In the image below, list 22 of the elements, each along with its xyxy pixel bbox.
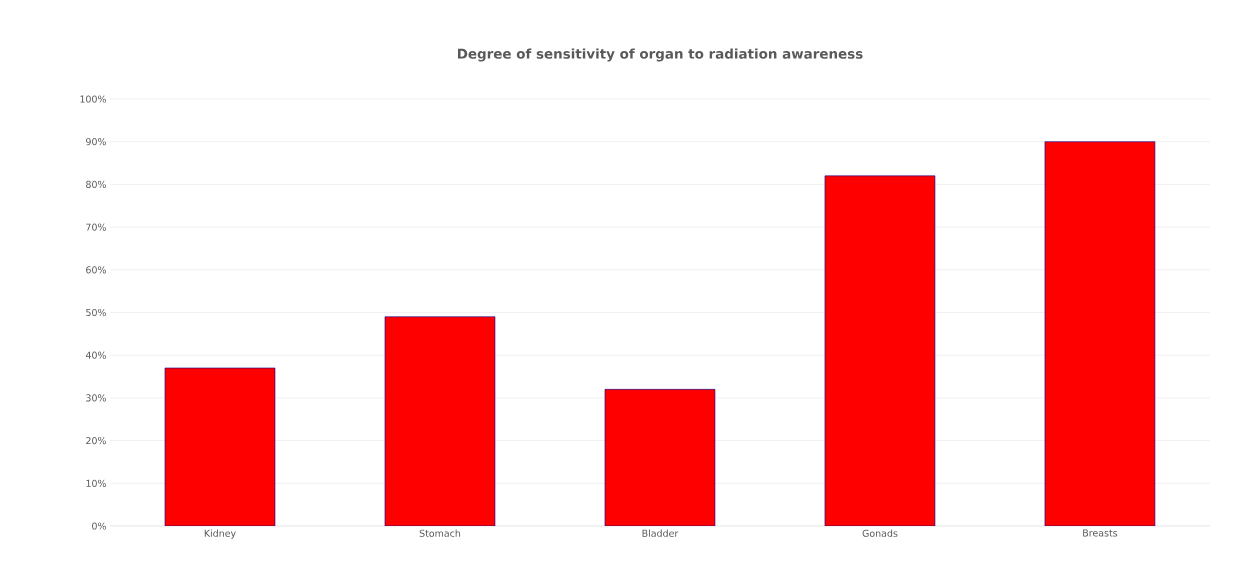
bar <box>824 175 936 526</box>
x-tick-label: Gonads <box>862 529 898 537</box>
y-tick-label: 50% <box>86 308 106 317</box>
x-tick-label: Kidney <box>204 529 236 539</box>
y-tick-label: 80% <box>86 180 106 188</box>
x-tick-label: Stomach <box>419 529 461 537</box>
y-tick-label: 70% <box>86 223 106 231</box>
chart-title: Degree of sensitivity of organ to radiation awareness <box>457 48 863 62</box>
y-tick-label: 40% <box>85 351 106 359</box>
y-tick-label: 90% <box>86 138 106 146</box>
y-tick-label: 30% <box>86 394 106 402</box>
x-tick-label: Breasts <box>1083 529 1118 537</box>
bar <box>604 389 716 526</box>
bar <box>384 316 496 526</box>
y-tick-label: 0% <box>92 522 106 530</box>
y-tick-label: 10% <box>86 479 106 487</box>
y-tick-label: 20% <box>86 437 106 445</box>
x-tick-label: Bladder <box>642 529 679 537</box>
bar <box>164 367 276 526</box>
y-tick-label: 100% <box>80 95 106 103</box>
bar <box>1044 141 1156 526</box>
y-tick-label: 60% <box>86 266 106 274</box>
